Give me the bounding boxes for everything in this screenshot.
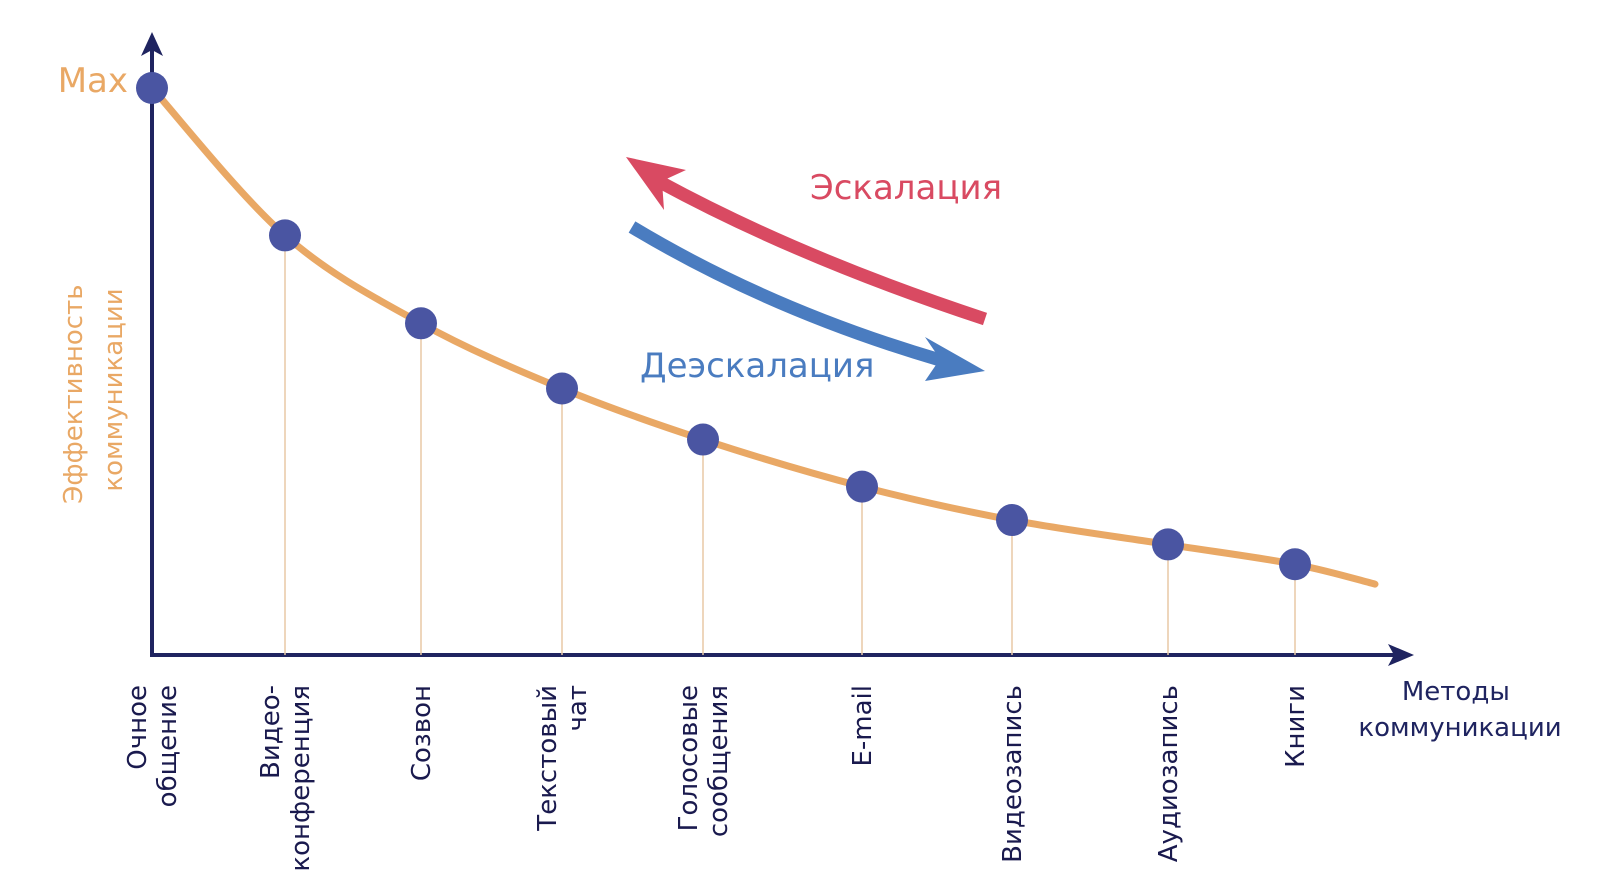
y-axis-title-line-1: Эффективность bbox=[59, 284, 89, 503]
category-label-line: конференция bbox=[286, 685, 316, 872]
data-point bbox=[1152, 528, 1184, 561]
category-label: Созвон bbox=[407, 685, 437, 781]
x-axis-title-line-1: Методы bbox=[1402, 677, 1510, 707]
data-points bbox=[136, 72, 1311, 581]
data-point bbox=[269, 219, 301, 252]
y-max-label: Max bbox=[58, 61, 128, 101]
category-label-line: сообщения bbox=[704, 685, 734, 837]
category-label: Книги bbox=[1281, 685, 1311, 768]
deescalation-label: Деэскалация bbox=[640, 346, 874, 386]
effectiveness-curve bbox=[148, 84, 1379, 588]
category-label-line: E-mail bbox=[848, 685, 878, 767]
svg-text:Видеозапись: Видеозапись bbox=[998, 685, 1028, 863]
data-point bbox=[687, 423, 719, 456]
svg-text:E-mail: E-mail bbox=[848, 685, 878, 767]
category-label: E-mail bbox=[848, 685, 878, 767]
category-label-line: Аудиозапись bbox=[1154, 685, 1184, 862]
x-axis-arrowhead bbox=[1388, 644, 1414, 666]
svg-text:Голосовыесообщения: Голосовыесообщения bbox=[674, 685, 734, 837]
x-axis-title: Методы коммуникации bbox=[1358, 677, 1561, 743]
category-label: Голосовыесообщения bbox=[674, 685, 734, 837]
escalation-arrowhead bbox=[626, 157, 686, 210]
data-point bbox=[136, 72, 168, 104]
svg-text:Видео-конференция: Видео-конференция bbox=[256, 685, 316, 872]
y-axis-title: Эффективность коммуникации bbox=[59, 276, 129, 504]
deescalation-arrow-shaft bbox=[628, 221, 942, 367]
data-point bbox=[405, 307, 437, 340]
category-label-line: Книги bbox=[1281, 685, 1311, 768]
escalation-arrow bbox=[626, 157, 988, 326]
category-labels: Очноеобщение Видео-конференция Созвон Текст… bbox=[123, 685, 1311, 872]
category-label: Очноеобщение bbox=[123, 685, 183, 807]
category-label-line: Голосовые bbox=[674, 685, 704, 831]
x-axis-title-line-2: коммуникации bbox=[1358, 713, 1561, 743]
svg-text:Текстовыйчат: Текстовыйчат bbox=[533, 685, 593, 832]
axes bbox=[141, 32, 1414, 666]
category-label-line: общение bbox=[153, 685, 183, 807]
y-axis-arrowhead bbox=[141, 32, 163, 56]
category-label-line: Очное bbox=[123, 685, 153, 770]
category-label: Видеозапись bbox=[998, 685, 1028, 863]
category-label: Видео-конференция bbox=[256, 685, 316, 872]
deescalation-arrow bbox=[628, 221, 985, 381]
svg-text:Книги: Книги bbox=[1281, 685, 1311, 768]
guide-lines bbox=[284, 235, 1296, 655]
svg-text:Очноеобщение: Очноеобщение bbox=[123, 685, 183, 807]
category-label-line: Видео- bbox=[256, 685, 286, 779]
escalation-arrow-shaft bbox=[656, 176, 988, 326]
data-point bbox=[1279, 548, 1311, 581]
category-label: Аудиозапись bbox=[1154, 685, 1184, 862]
category-label-line: Видеозапись bbox=[998, 685, 1028, 863]
deescalation-arrowhead bbox=[925, 337, 985, 381]
category-label: Текстовыйчат bbox=[533, 685, 593, 832]
svg-text:Аудиозапись: Аудиозапись bbox=[1154, 685, 1184, 862]
data-point bbox=[996, 504, 1028, 537]
svg-text:Созвон: Созвон bbox=[407, 685, 437, 781]
category-label-line: Текстовый bbox=[533, 685, 563, 832]
svg-text:Методы коммуникации: Методы коммуникации bbox=[1358, 677, 1561, 743]
category-label-line: Созвон bbox=[407, 685, 437, 781]
svg-text:Эффективность коммуникац: Эффективность коммуникации bbox=[59, 276, 129, 504]
escalation-label: Эскалация bbox=[810, 168, 1002, 208]
category-label-line: чат bbox=[563, 685, 593, 731]
y-axis-title-line-2: коммуникации bbox=[99, 288, 129, 491]
data-point bbox=[846, 470, 878, 503]
data-point bbox=[546, 372, 578, 405]
